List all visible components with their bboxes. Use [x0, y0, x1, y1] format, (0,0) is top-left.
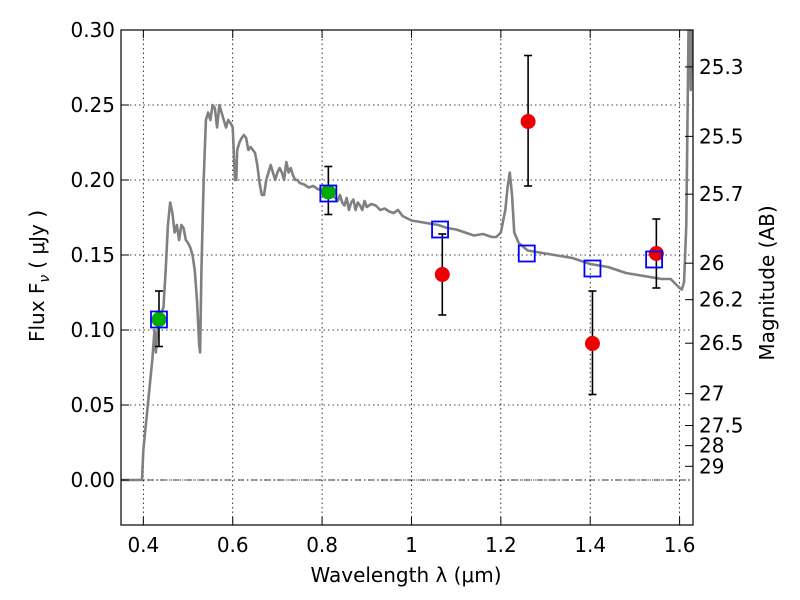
y-tick-label: 0.15: [70, 243, 115, 267]
y-tick-label: 0.20: [70, 168, 115, 192]
magnitude-tick-label: 25.5: [699, 124, 744, 148]
plot-frame: [120, 29, 694, 526]
magnitude-tick-label: 25.3: [699, 55, 744, 79]
magnitude-tick-label: 29: [699, 454, 724, 478]
magnitude-axis-label: Magnitude (AB): [755, 205, 779, 360]
y-axis-label-subscript: ν: [37, 275, 53, 283]
model-photometry-point: [150, 310, 168, 329]
sed-model-line: [121, 30, 693, 482]
observed-point: [151, 312, 167, 327]
magnitude-tick-label: 26.2: [699, 288, 744, 312]
model-photometry-point: [645, 250, 664, 269]
x-axis-label: Wavelength λ (μm): [310, 563, 501, 587]
observed-points: [151, 114, 664, 351]
observed-point: [648, 246, 664, 261]
magnitude-tick-label: 28: [699, 434, 724, 458]
sed-model-curve: [121, 30, 693, 482]
y-axis-label-main: Flux F: [25, 283, 49, 342]
observed-point: [584, 336, 600, 351]
observed-point: [520, 114, 536, 129]
y-tick-label: 0.30: [70, 18, 115, 42]
x-tick-label: 1: [405, 533, 418, 557]
x-tick-label: 0.8: [306, 533, 338, 557]
y-tick-label: 0.05: [70, 393, 115, 417]
model-photometry-point: [319, 184, 338, 203]
model-photometry-points: [150, 184, 664, 329]
grid: [121, 29, 693, 525]
y-axis-label-units: ( μJy ): [25, 210, 49, 269]
x-tick-label: 1.4: [574, 533, 606, 557]
model-photometry-point: [431, 220, 449, 239]
magnitude-tick-label: 26: [699, 251, 724, 275]
model-photometry-point: [517, 244, 536, 263]
y-tick-label: 0.25: [70, 93, 115, 117]
magnitude-tick-label: 27: [699, 382, 724, 406]
magnitude-tick-label: 27.5: [699, 414, 744, 438]
x-tick-label: 0.4: [127, 533, 159, 557]
magnitude-tick-label: 26.5: [699, 331, 744, 355]
y-axis-ticks: 0.00 0.05 0.10 0.15 0.20 0.25 0.30: [70, 18, 129, 492]
x-tick-label: 0.6: [217, 533, 249, 557]
x-tick-label: 1.6: [664, 533, 696, 557]
observed-point: [434, 267, 450, 282]
x-axis-ticks: 0.4 0.6 0.8 1 1.2 1.4 1.6: [127, 30, 696, 557]
y-tick-label: 0.00: [70, 468, 115, 492]
error-bars: [154, 54, 661, 396]
y-axis-label: Flux Fν ( μJy ): [25, 210, 53, 342]
magnitude-tick-label: 25.7: [699, 182, 744, 206]
x-tick-label: 1.2: [485, 533, 517, 557]
model-photometry-point: [583, 259, 602, 278]
observed-point: [320, 184, 336, 200]
y-tick-label: 0.10: [70, 318, 115, 342]
